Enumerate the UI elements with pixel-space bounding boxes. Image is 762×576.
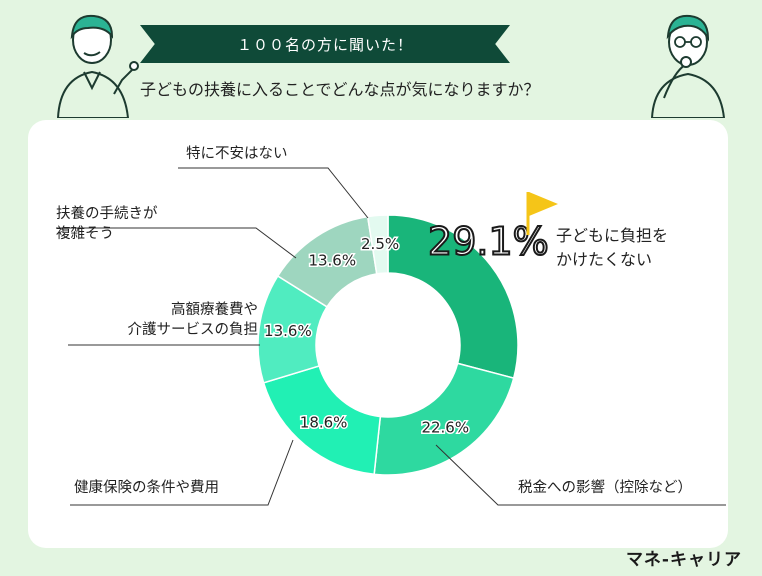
label-tax-impact: 税金への影響（控除など） xyxy=(518,480,692,496)
label-no-worry: 特に不安はない xyxy=(186,146,288,162)
label-procedure: 扶養の手続きが 複雑そう xyxy=(56,206,158,242)
survey-question: 子どもの扶養に入ることでどんな点が気になりますか？ xyxy=(140,80,540,99)
value-label-burden-children: 29.1% xyxy=(428,220,549,264)
slice-tax-impact xyxy=(373,362,515,476)
chart-card: 29.1% 22.6% 18.6% 13.6% 13.6% 2.5% 子どもに負担を かけ… xyxy=(28,120,728,548)
label-burden-children: 子どもに負担を かけたくない xyxy=(556,226,669,269)
leader-tax-impact xyxy=(435,444,726,506)
leader-procedure xyxy=(56,227,297,259)
person-pointing-illustration xyxy=(56,14,139,118)
value-label-health-insurance: 18.6% xyxy=(300,413,348,431)
value-label-procedure: 13.6% xyxy=(308,251,356,269)
header-banner: １００名の方に聞いた！ xyxy=(140,25,510,63)
leader-health-insurance xyxy=(70,439,294,506)
leader-no-worry xyxy=(178,167,369,219)
value-label-no-worry: 2.5% xyxy=(361,235,399,253)
label-medical-care: 高額療養費や 介護サービスの負担 xyxy=(127,302,259,338)
value-label-tax-impact: 22.6% xyxy=(421,419,469,437)
label-health-insurance: 健康保険の条件や費用 xyxy=(74,480,219,496)
banner-text: １００名の方に聞いた！ xyxy=(236,35,413,54)
slice-burden-children xyxy=(387,214,519,380)
value-label-medical-care: 13.6% xyxy=(264,322,312,340)
flag-icon xyxy=(526,192,558,235)
person-thinking-illustration xyxy=(650,14,726,118)
brand-logo: マネ-キャリア xyxy=(625,550,742,570)
slice-no-worry xyxy=(366,214,389,275)
donut-chart: 29.1% 22.6% 18.6% 13.6% 13.6% 2.5% xyxy=(56,167,726,506)
